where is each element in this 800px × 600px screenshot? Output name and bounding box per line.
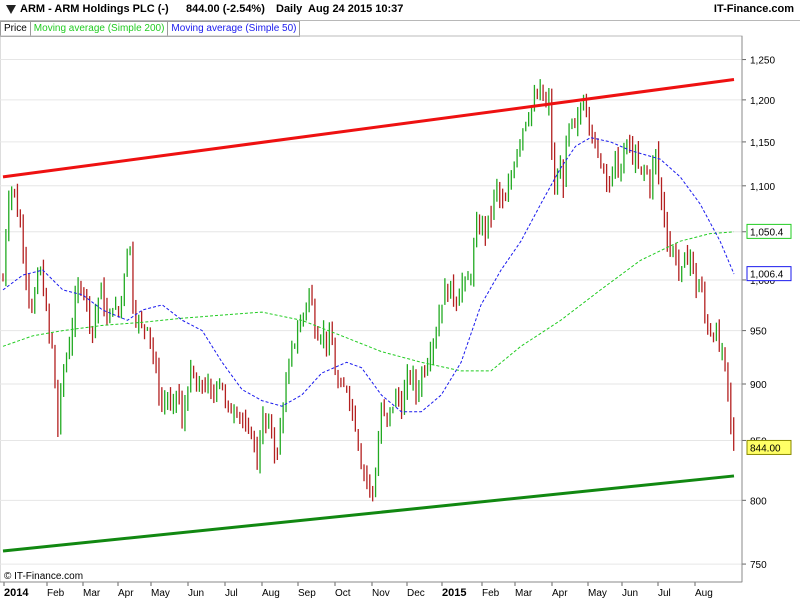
y-tick-label: 950 [750, 327, 767, 338]
x-tick-label: Jul [658, 588, 671, 599]
ma200-value-tag-box [746, 223, 792, 239]
ma50-value-tag: 1,006.4 [750, 270, 784, 281]
y-tick-label: 800 [750, 496, 767, 507]
ma200-line [2, 231, 735, 372]
x-tick-label: Mar [515, 588, 533, 599]
x-tick-label: Apr [118, 588, 134, 599]
y-tick-label: 1,100 [750, 182, 775, 193]
last-price-tag-box [746, 439, 792, 455]
x-tick-label: Feb [482, 588, 500, 599]
last-price-tag: 844.00 [750, 443, 781, 454]
x-tick-label: Dec [407, 588, 425, 599]
x-tick-label: Aug [262, 588, 280, 599]
ma50-value-tag-box [746, 266, 792, 282]
copyright-label: © IT-Finance.com [4, 571, 83, 582]
timestamp: Aug 24 2015 10:37 [308, 3, 404, 15]
ma50-line [2, 137, 735, 413]
x-tick-label: May [151, 588, 170, 599]
price-change: 844.00 (-2.54%) [186, 3, 265, 15]
y-tick-label: 750 [750, 560, 767, 571]
support-trendline [2, 474, 735, 553]
brand-label: IT-Finance.com [713, 3, 794, 15]
x-tick-label: 2014 [4, 587, 29, 599]
x-tick-label: Jun [622, 588, 638, 599]
x-tick-label: Aug [695, 588, 713, 599]
resistance-trendline [2, 78, 735, 179]
legend-price[interactable]: Price [1, 22, 31, 36]
x-tick-label: May [588, 588, 607, 599]
x-tick-label: Feb [47, 588, 65, 599]
y-tick-label: 1,150 [750, 138, 775, 149]
x-tick-label: 2015 [442, 587, 466, 599]
y-tick-label: 900 [750, 380, 767, 391]
ma200-value-tag: 1,050.4 [750, 227, 784, 238]
y-tick-label: 1,250 [750, 56, 775, 67]
x-tick-label: Mar [83, 588, 101, 599]
x-tick-label: Oct [335, 588, 351, 599]
dropdown-triangle-icon[interactable] [6, 5, 16, 14]
instrument-title: ARM - ARM Holdings PLC (-) [20, 3, 169, 15]
y-tick-label: 1,200 [750, 96, 775, 107]
legend-ma50[interactable]: Moving average (Simple 50) [171, 23, 297, 34]
legend-ma200[interactable]: Moving average (Simple 200) [31, 22, 169, 36]
y-tick-label: 1,000 [750, 276, 775, 287]
x-tick-label: Sep [298, 588, 316, 599]
period-label: Daily [276, 3, 303, 15]
x-tick-label: Jun [188, 588, 204, 599]
x-tick-label: Jul [225, 588, 238, 599]
x-tick-label: Nov [372, 588, 390, 599]
x-tick-label: Apr [552, 588, 568, 599]
chart-header: ARM - ARM Holdings PLC (-) 844.00 (-2.54… [0, 0, 800, 21]
